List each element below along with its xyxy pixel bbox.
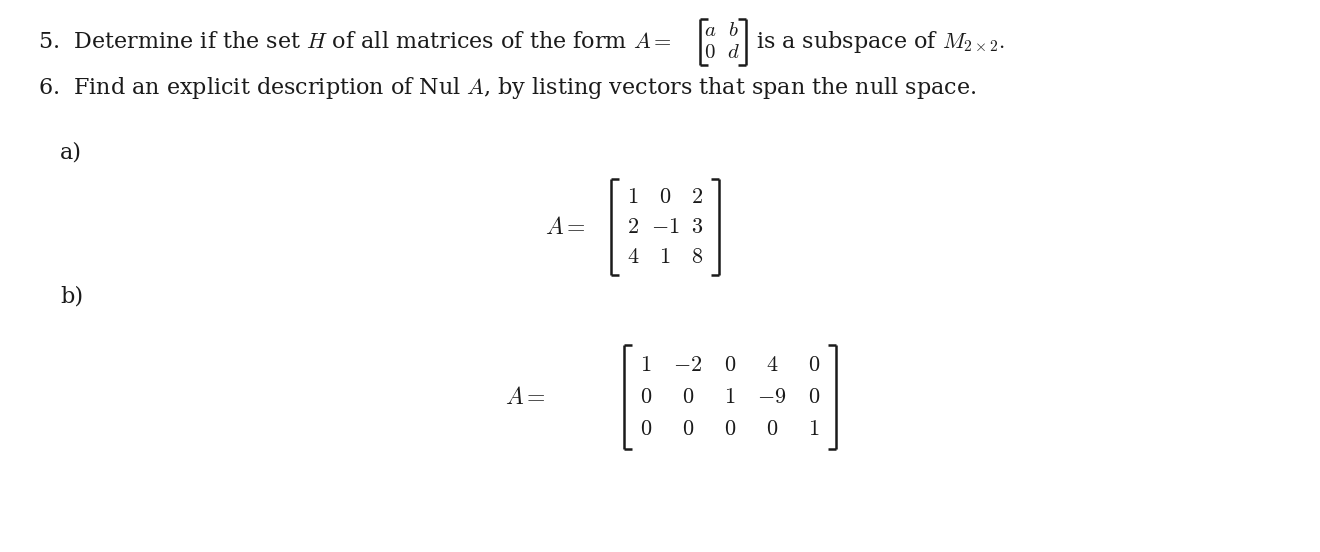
Text: $0$: $0$ bbox=[766, 418, 777, 440]
Text: $-2$: $-2$ bbox=[673, 354, 702, 376]
Text: $0$: $0$ bbox=[808, 386, 820, 408]
Text: $0$: $0$ bbox=[682, 418, 694, 440]
Text: $d$: $d$ bbox=[726, 44, 739, 62]
Text: $4$: $4$ bbox=[627, 246, 639, 268]
Text: $2$: $2$ bbox=[627, 216, 639, 238]
Text: $0$: $0$ bbox=[659, 186, 671, 208]
Text: $3$: $3$ bbox=[690, 216, 704, 238]
Text: $A=$: $A=$ bbox=[545, 215, 586, 238]
Text: $1$: $1$ bbox=[627, 186, 639, 208]
Text: $0$: $0$ bbox=[640, 386, 652, 408]
Text: $0$: $0$ bbox=[640, 418, 652, 440]
Text: $1$: $1$ bbox=[808, 418, 820, 440]
Text: $a$: $a$ bbox=[704, 22, 717, 40]
Text: $0$: $0$ bbox=[723, 354, 737, 376]
Text: $1$: $1$ bbox=[659, 246, 671, 268]
Text: b): b) bbox=[59, 286, 83, 308]
Text: $b$: $b$ bbox=[727, 22, 738, 40]
Text: $0$: $0$ bbox=[723, 418, 737, 440]
Text: $4$: $4$ bbox=[766, 354, 779, 376]
Text: $-9$: $-9$ bbox=[758, 386, 787, 408]
Text: a): a) bbox=[59, 141, 82, 163]
Text: $1$: $1$ bbox=[725, 386, 735, 408]
Text: 6.  Find an explicit description of Nul $A$, by listing vectors that span the nu: 6. Find an explicit description of Nul $… bbox=[38, 75, 977, 101]
Text: $1$: $1$ bbox=[640, 354, 652, 376]
Text: $A=$: $A=$ bbox=[506, 385, 546, 408]
Text: $-1$: $-1$ bbox=[651, 216, 680, 238]
Text: $8$: $8$ bbox=[690, 246, 704, 268]
Text: $0$: $0$ bbox=[704, 44, 715, 62]
Text: 5.  Determine if the set $H$ of all matrices of the form $A=$: 5. Determine if the set $H$ of all matri… bbox=[38, 31, 672, 53]
Text: $0$: $0$ bbox=[808, 354, 820, 376]
Text: is a subspace of $M_{2\times2}.$: is a subspace of $M_{2\times2}.$ bbox=[756, 29, 1005, 55]
Text: $0$: $0$ bbox=[682, 386, 694, 408]
Text: $2$: $2$ bbox=[690, 186, 704, 208]
